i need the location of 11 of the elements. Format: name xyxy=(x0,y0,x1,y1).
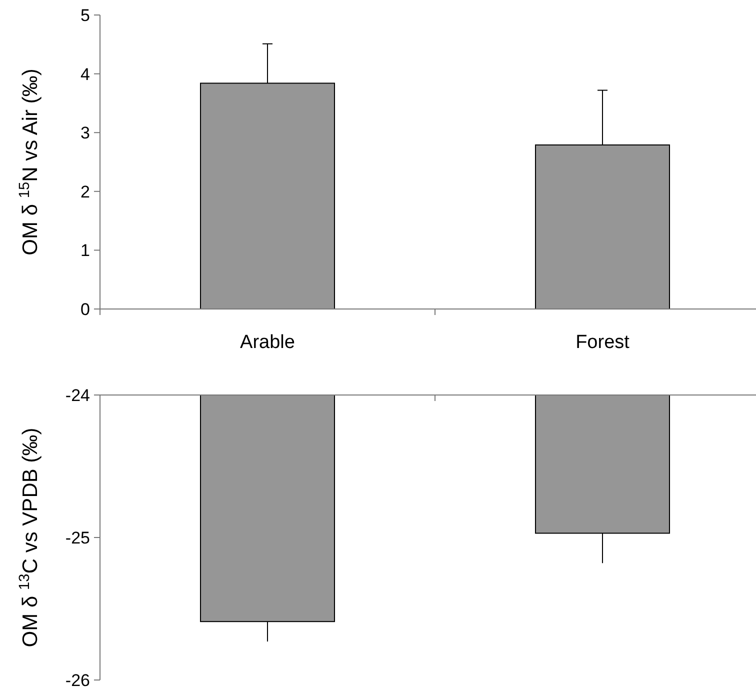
y-tick-label: -25 xyxy=(65,528,90,548)
y-tick-label: 0 xyxy=(80,300,90,319)
x-tick-label: Forest xyxy=(576,332,630,353)
y-tick-label: 2 xyxy=(80,182,90,202)
x-tick-label: Arable xyxy=(240,332,295,353)
y-tick-label: 5 xyxy=(80,6,90,25)
y-tick-label: 1 xyxy=(80,241,90,260)
y-tick-label: 3 xyxy=(80,124,90,143)
y-tick-label: 4 xyxy=(80,64,90,84)
y-tick-label: -24 xyxy=(65,386,90,405)
y-tick-label: -26 xyxy=(65,670,90,690)
